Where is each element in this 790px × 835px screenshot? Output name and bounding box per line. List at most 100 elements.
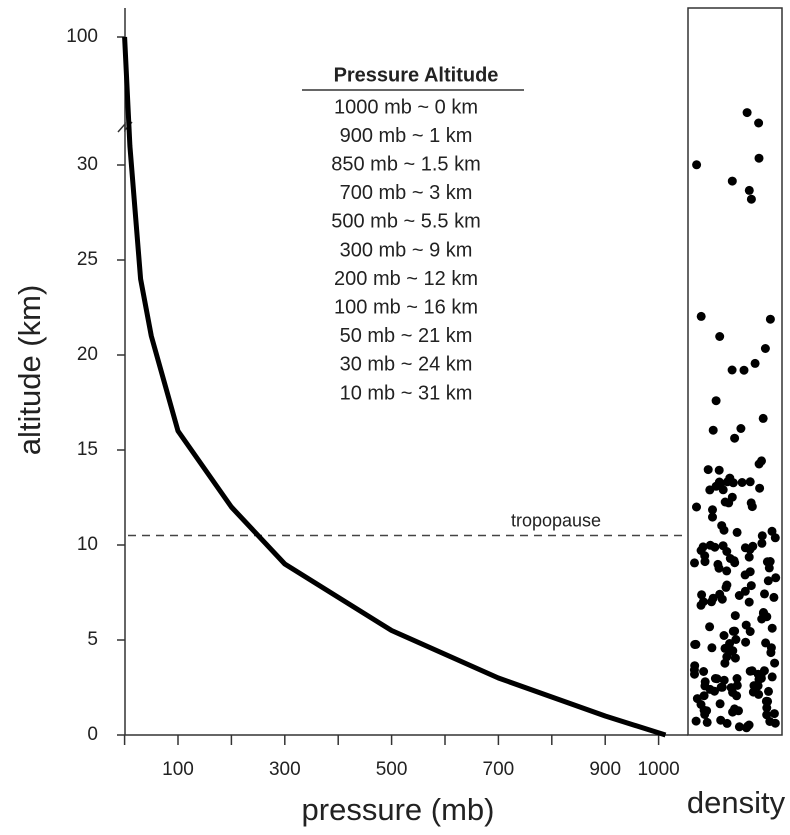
density-dot — [750, 358, 760, 368]
density-dot — [742, 108, 752, 118]
density-dot — [756, 673, 766, 683]
pressure-curve — [122, 36, 667, 738]
density-dot — [715, 332, 725, 341]
density-label: density — [687, 785, 786, 820]
density-dot — [762, 612, 772, 622]
density-dot — [700, 557, 710, 567]
density-dot — [755, 483, 765, 493]
density-dot — [720, 658, 730, 668]
y-tick-label: 10 — [77, 534, 98, 555]
x-tick-label: 500 — [376, 759, 408, 780]
density-dot — [698, 597, 708, 607]
table-row: 850 mb ~ 1.5 km — [331, 153, 481, 175]
density-dot — [696, 311, 706, 321]
density-dot — [699, 667, 709, 676]
density-dot — [757, 538, 767, 548]
density-dot — [754, 153, 764, 163]
density-dot — [720, 497, 730, 507]
density-dot — [691, 716, 701, 726]
density-dot — [702, 717, 712, 727]
density-dot — [746, 194, 756, 204]
density-dot — [719, 525, 729, 535]
density-dot — [745, 627, 755, 636]
density-dot — [771, 573, 781, 583]
density-dot — [734, 722, 744, 732]
density-dot — [715, 589, 725, 599]
density-dot — [730, 433, 740, 443]
density-dot — [745, 477, 755, 487]
density-dot — [705, 622, 715, 632]
density-dot — [744, 597, 754, 607]
density-dot — [734, 591, 744, 600]
density-dot — [690, 640, 700, 649]
density-dot — [732, 680, 742, 690]
density-dot — [728, 688, 738, 697]
density-dot — [718, 541, 728, 551]
table-row: 700 mb ~ 3 km — [340, 182, 473, 204]
density-dot — [710, 674, 720, 683]
density-dot — [737, 478, 747, 487]
density-dot — [748, 687, 758, 697]
density-dot — [717, 682, 727, 692]
density-dot — [719, 631, 729, 640]
density-dot — [705, 684, 715, 694]
density-dot — [708, 512, 717, 522]
density-dot — [689, 665, 699, 675]
density-dot — [746, 581, 756, 591]
density-dot — [730, 558, 740, 568]
density-dot — [744, 185, 754, 195]
density-dot — [711, 396, 721, 406]
density-dot — [707, 597, 716, 607]
density-dot — [763, 696, 773, 706]
density-dot — [757, 531, 767, 541]
density-dot — [765, 557, 775, 566]
density-dot — [754, 118, 764, 128]
table-header: Pressure Altitude — [334, 64, 499, 86]
density-dot — [732, 527, 742, 537]
density-dot — [713, 559, 723, 569]
density-dot — [740, 543, 750, 553]
density-dot — [714, 465, 724, 475]
density-dot — [748, 541, 758, 551]
density-dot — [767, 526, 777, 536]
table-row: 900 mb ~ 1 km — [340, 125, 473, 147]
y-tick-label: 100 — [66, 26, 98, 47]
density-dot — [725, 647, 735, 656]
density-dot — [725, 473, 735, 483]
density-dot — [707, 643, 717, 653]
density-dot — [730, 653, 740, 663]
density-dot — [764, 686, 773, 696]
table-row: 1000 mb ~ 0 km — [334, 96, 478, 118]
x-tick-label: 100 — [162, 759, 194, 780]
density-dot — [762, 710, 772, 720]
table-row: 50 mb ~ 21 km — [340, 325, 473, 347]
density-dot — [740, 570, 750, 580]
table-row: 10 mb ~ 31 km — [340, 382, 473, 404]
density-dot — [757, 456, 766, 466]
density-dot — [722, 580, 732, 590]
density-dot — [727, 176, 737, 186]
x-tick-label: 700 — [483, 759, 515, 780]
density-dot — [760, 589, 769, 599]
y-tick-label: 5 — [87, 629, 98, 650]
density-column — [687, 7, 783, 736]
table-row: 500 mb ~ 5.5 km — [331, 211, 481, 233]
x-tick-label: 300 — [269, 759, 301, 780]
density-dot — [700, 677, 710, 687]
density-dot — [708, 505, 717, 515]
density-dot — [741, 620, 751, 630]
density-dot — [758, 413, 768, 423]
density-dot — [766, 648, 776, 658]
density-dot — [732, 674, 742, 683]
density-dot — [719, 675, 729, 685]
density-dot — [745, 666, 755, 676]
density-dot — [744, 720, 754, 730]
density-dot — [760, 344, 770, 353]
density-dot — [692, 160, 702, 170]
density-dot — [765, 717, 775, 726]
density-dot — [767, 672, 777, 682]
density-dot — [736, 424, 746, 433]
table-row: 100 mb ~ 16 km — [334, 296, 478, 318]
density-dot — [730, 704, 739, 714]
density-dot — [759, 666, 769, 676]
